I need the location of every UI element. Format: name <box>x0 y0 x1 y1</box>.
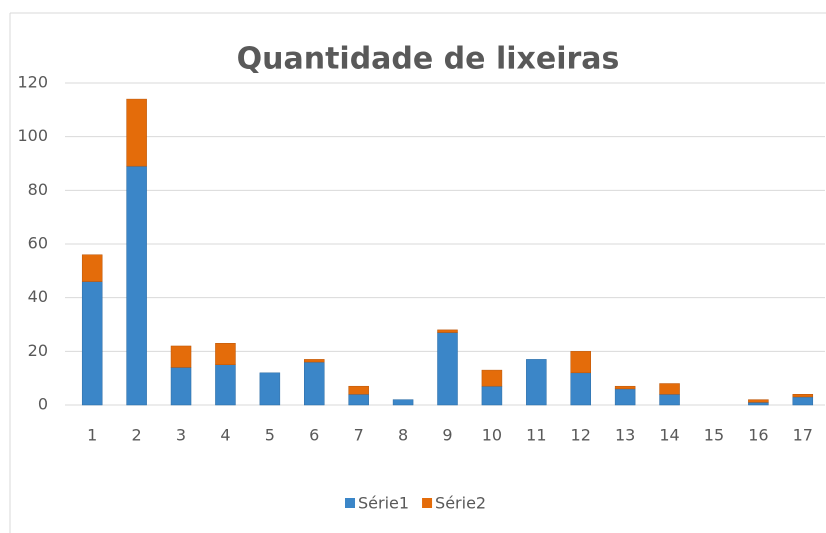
x-tick-label: 13 <box>615 426 635 445</box>
chart-title: Quantidade de lixeiras <box>237 42 620 77</box>
y-tick-label: 120 <box>17 73 48 92</box>
bar-segment <box>792 394 814 398</box>
x-tick-label: 5 <box>265 426 275 445</box>
bar-segment <box>659 394 680 406</box>
bar-segment <box>748 399 769 403</box>
bar-segment <box>437 329 458 333</box>
bar-segment <box>748 402 769 406</box>
bar-segment <box>126 165 147 406</box>
bar-segment <box>659 383 680 395</box>
bar-segment <box>81 254 103 282</box>
bar-segment <box>170 367 192 406</box>
bar-segment <box>614 385 636 390</box>
bar-segment <box>614 388 636 406</box>
bar-segment <box>526 359 547 406</box>
bar-segment <box>570 372 591 406</box>
bar-segment <box>348 385 369 395</box>
x-tick-label: 1 <box>87 426 97 445</box>
x-tick-label: 11 <box>526 426 546 445</box>
x-tick-label: 10 <box>482 426 502 445</box>
bar-segment <box>348 394 369 406</box>
bar-segment <box>437 332 458 406</box>
bar-segment <box>304 359 325 363</box>
bar-segment <box>481 385 503 406</box>
bar-segment <box>81 281 103 406</box>
x-tick-label: 9 <box>442 426 452 445</box>
y-tick-label: 20 <box>28 341 48 360</box>
bar-segment <box>481 369 503 387</box>
bar-segment <box>215 364 236 406</box>
x-tick-label: 12 <box>571 426 591 445</box>
bar-segment <box>392 399 414 406</box>
legend-swatch <box>345 498 355 508</box>
x-tick-label: 16 <box>748 426 768 445</box>
bar-segment <box>170 345 192 368</box>
x-tick-label: 6 <box>309 426 319 445</box>
legend-label: Série2 <box>435 494 486 513</box>
bar-segment <box>259 372 281 406</box>
y-tick-label: 60 <box>28 234 48 253</box>
y-tick-label: 100 <box>17 126 48 145</box>
x-tick-label: 7 <box>354 426 364 445</box>
x-tick-label: 2 <box>132 426 142 445</box>
x-tick-label: 17 <box>793 426 813 445</box>
x-tick-label: 4 <box>220 426 230 445</box>
legend-swatch <box>422 498 433 508</box>
x-tick-label: 3 <box>176 426 186 445</box>
bar-segment <box>126 98 147 167</box>
bar-segment <box>570 351 591 374</box>
y-tick-label: 40 <box>28 287 48 306</box>
x-tick-label: 8 <box>398 426 408 445</box>
legend-label: Série1 <box>358 494 409 513</box>
bar-segment <box>304 361 325 406</box>
x-tick-label: 15 <box>704 426 724 445</box>
y-tick-label: 80 <box>28 180 48 199</box>
x-tick-label: 14 <box>659 426 679 445</box>
bar-segment <box>215 343 236 365</box>
bar-segment <box>792 396 814 406</box>
y-tick-label: 0 <box>38 395 48 414</box>
